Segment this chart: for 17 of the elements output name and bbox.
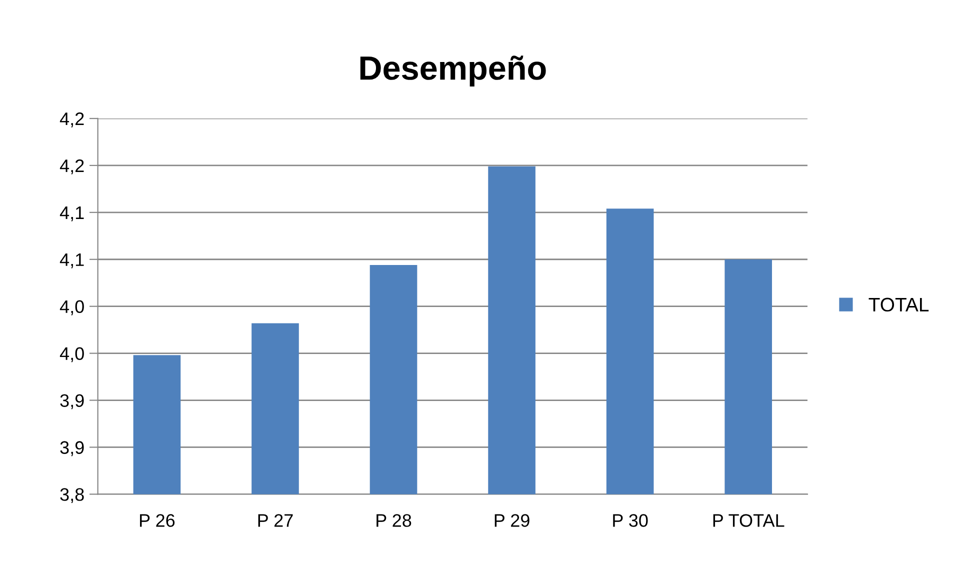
x-tick-label: P TOTAL bbox=[713, 514, 784, 527]
y-tick-label: 4,2 bbox=[60, 112, 84, 128]
y-tick-label: 4,1 bbox=[60, 254, 84, 268]
x-tick-label: P 26 bbox=[140, 514, 175, 527]
x-tick-label: P 27 bbox=[258, 514, 293, 527]
y-tick-label: 4,1 bbox=[60, 206, 84, 222]
y-tick-label: 4,2 bbox=[60, 159, 84, 174]
y-tick-label: 4,0 bbox=[60, 347, 84, 362]
x-tick-label: P 28 bbox=[376, 514, 412, 527]
y-tick-label: 3,9 bbox=[60, 394, 84, 410]
legend-label: TOTAL bbox=[868, 298, 929, 312]
x-tick-label: P 29 bbox=[494, 514, 530, 527]
y-tick-label: 3,8 bbox=[60, 488, 84, 504]
y-tick-label: 4,0 bbox=[60, 300, 84, 316]
chart-title: Desempeño bbox=[360, 56, 546, 87]
x-tick-label: P 30 bbox=[613, 514, 648, 527]
y-tick-label: 3,9 bbox=[60, 441, 84, 456]
